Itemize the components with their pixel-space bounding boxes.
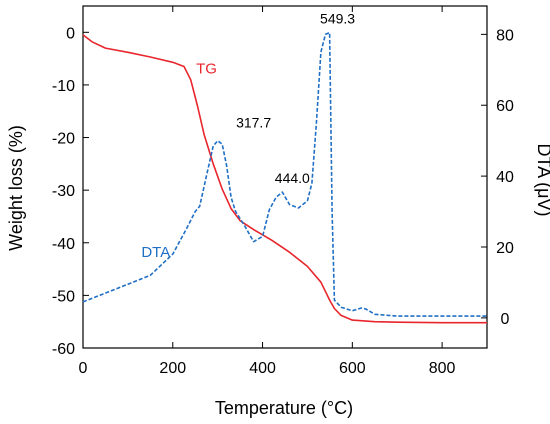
x-tick-label: 800 (429, 360, 456, 377)
y-left-tick-label: -30 (52, 183, 75, 200)
y-left-tick-label: 0 (66, 25, 75, 42)
series-line-dta (82, 31, 487, 317)
peak-annotation: 549.3 (320, 11, 355, 27)
x-axis-title: Temperature (°C) (215, 398, 353, 418)
y-right-tick-label: 80 (496, 27, 514, 44)
y-left-tick-label: -40 (52, 236, 75, 253)
peak-annotation: 317.7 (236, 115, 271, 131)
x-tick-label: 200 (159, 360, 186, 377)
y-left-tick-label: -20 (52, 131, 75, 148)
plot-border (82, 5, 488, 349)
y-axis-title-right: DTA (μV) (534, 143, 550, 216)
labels-layer: TG DTA 317.7 444.0 549.3 (141, 11, 355, 261)
y-axis-title-left: Weight loss (%) (6, 125, 26, 251)
y-left-tick-label: -60 (52, 341, 75, 358)
x-tick-label: 600 (339, 360, 366, 377)
y-left-tick-label: -10 (52, 78, 75, 95)
series-layer (82, 31, 487, 324)
series-label-tg: TG (196, 60, 217, 77)
ticks: 0 200 400 600 8000-10-20-30-40-50-6002040608… (52, 6, 514, 377)
plot-frame (82, 5, 488, 349)
y-right-tick-label: 0 (501, 311, 510, 328)
y-right-tick-label: 40 (496, 169, 514, 186)
series-label-dta: DTA (141, 244, 170, 261)
x-tick-label: 400 (249, 360, 276, 377)
y-right-tick-label: 60 (496, 98, 514, 115)
peak-annotation: 444.0 (275, 170, 310, 186)
y-right-tick-label: 20 (496, 240, 514, 257)
series-line-tg (82, 34, 487, 324)
y-left-tick-label: -50 (52, 288, 75, 305)
x-tick-label: 0 (79, 360, 88, 377)
